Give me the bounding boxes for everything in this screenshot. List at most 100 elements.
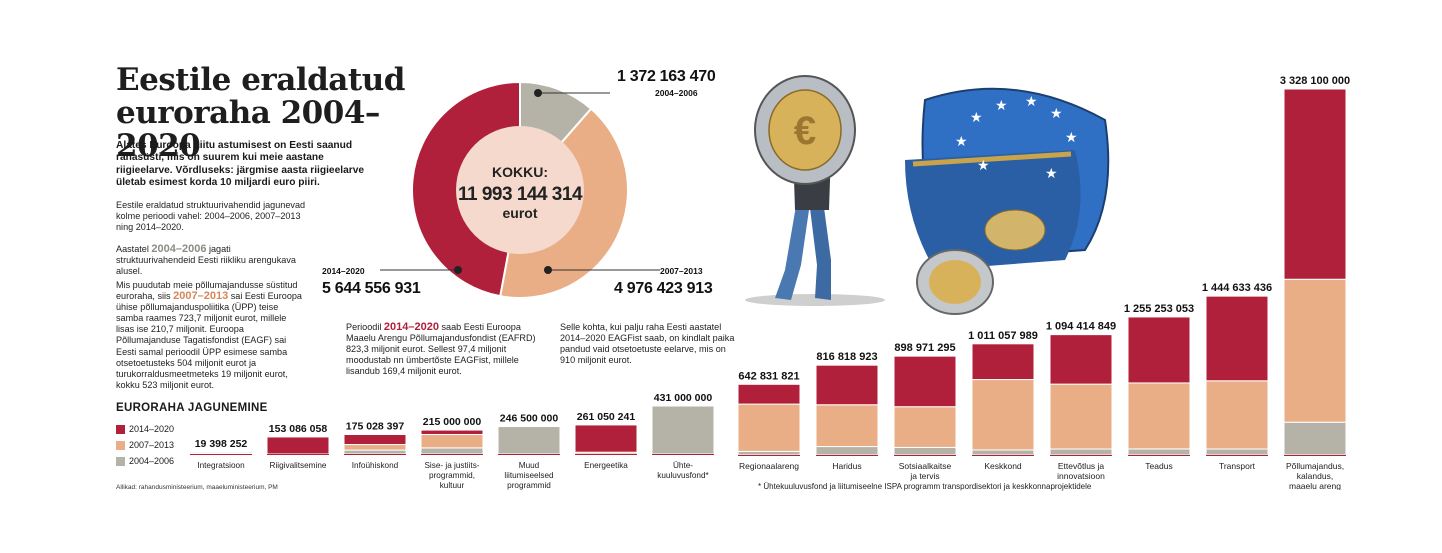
svg-text:★: ★ (1025, 93, 1038, 109)
category-label: Haridus (832, 461, 861, 471)
category-label: kultuur (440, 481, 465, 490)
category-label: innovatsioon (1057, 471, 1105, 481)
bar-segment (1205, 295, 1269, 382)
donut-center (456, 126, 584, 254)
bar-segment (815, 404, 879, 448)
coin-center-icon (768, 89, 842, 171)
bar-segment (420, 447, 484, 455)
svg-text:★: ★ (995, 97, 1008, 113)
donut-total-unit: eurot (502, 205, 538, 221)
bar-segment (1205, 448, 1269, 456)
category-label: Sotsiaalkaitse (899, 461, 952, 471)
bar-segment (893, 355, 957, 408)
wallet-clasp-icon (912, 151, 1072, 167)
bar-segment (1049, 448, 1113, 456)
sources-note: Allikad: rahandusministeerium, maaelumin… (116, 484, 278, 491)
donut-value-label: 5 644 556 931 (322, 280, 421, 297)
bar-segment (1205, 380, 1269, 450)
svg-text:★: ★ (1045, 165, 1058, 181)
bar-total-label: 1 255 253 053 (1124, 303, 1194, 315)
category-label: Teadus (1145, 461, 1172, 471)
bar-total-label: 1 011 057 989 (968, 330, 1038, 342)
donut-period-label: 2004–2006 (655, 88, 698, 98)
bar-total-label: 175 028 397 (346, 421, 405, 433)
svg-text:★: ★ (1065, 129, 1078, 145)
bar-segment (574, 424, 638, 453)
legend-item: 2014–2020 (116, 424, 174, 434)
bar-total-label: 153 086 058 (269, 423, 328, 435)
period-highlight: 2004–2006 (151, 243, 207, 255)
bar-segment (893, 406, 957, 448)
category-label: kuuluvusfond* (657, 471, 709, 480)
euro-symbol-icon: € (794, 109, 816, 153)
bar-total-label: 431 000 000 (654, 392, 713, 404)
leader-dot (534, 89, 542, 97)
bar-segment (1283, 88, 1347, 280)
bar-segment (497, 426, 561, 455)
category-label: Infoühiskond (352, 461, 399, 470)
bar-segment (971, 449, 1035, 456)
bar-segment (343, 434, 407, 446)
person-legs-icon (775, 200, 809, 300)
person-legs-icon (809, 200, 831, 300)
bar-total-label: 215 000 000 (423, 416, 482, 428)
donut-value-label: 1 372 163 470 (617, 68, 716, 85)
leader-dot (544, 266, 552, 274)
category-label: programmid (507, 481, 551, 490)
bar-total-label: 3 328 100 000 (1280, 75, 1350, 87)
category-label: Põllumajandus, (1286, 461, 1344, 471)
bar-segment (420, 434, 484, 449)
paragraph-periods: Eestile eraldatud struktuurivahendid jag… (116, 200, 306, 233)
legend-swatch (116, 424, 125, 434)
donut-period-label: 2007–2013 (660, 266, 703, 276)
footnote: * Ühtekuuluvusfond ja liitumiseelne ISPA… (758, 482, 1092, 491)
category-label: Ühte- (673, 460, 693, 470)
category-label: kalandus, (1297, 471, 1333, 481)
bar-segment (971, 379, 1035, 451)
period-highlight: 2007–2013 (173, 290, 229, 303)
donut-period-label: 2014–2020 (322, 266, 365, 276)
period-highlight: 2014–2020 (383, 321, 439, 333)
svg-text:★: ★ (977, 157, 990, 173)
eu-stars-icon: ★ ★ ★★ ★★ ★ ★ (955, 93, 1078, 181)
category-label: Sise- ja justiits- (424, 461, 479, 470)
paragraph-2014-2020: Perioodil 2014–2020 saab Eesti Euroopa M… (346, 321, 536, 377)
category-label: Integratsioon (197, 461, 245, 470)
bar-segment (815, 364, 879, 406)
svg-text:★: ★ (970, 109, 983, 125)
bar-segment (1049, 383, 1113, 450)
bar-segment (343, 449, 407, 455)
bar-total-label: 19 398 252 (195, 438, 248, 450)
bar-segment (1049, 334, 1113, 385)
bar-total-label: 1 444 633 436 (1202, 282, 1272, 294)
bar-segment (420, 429, 484, 436)
bar-segment (1127, 316, 1191, 384)
bar-segment (971, 343, 1035, 381)
donut-total-value: 11 993 144 314 (457, 184, 583, 205)
paragraph-eagf: Selle kohta, kui palju raha Eesti aastat… (560, 322, 735, 366)
bar-segment (737, 383, 801, 405)
bar-segment (893, 446, 957, 456)
legend-swatch (116, 440, 125, 450)
bar-total-label: 246 500 000 (500, 413, 559, 425)
category-label: ja tervis (909, 471, 939, 481)
bar-segment (737, 450, 801, 456)
category-label: programmid, (429, 471, 475, 480)
bar-segment (651, 405, 715, 455)
legend-item: 2007–2013 (116, 440, 174, 450)
illustration: € ★ ★ ★★ ★★ ★ ★ (745, 75, 1110, 315)
bar-segment (737, 403, 801, 452)
coin-center-icon (929, 260, 981, 304)
bar-total-label: 1 094 414 849 (1046, 321, 1116, 333)
svg-text:★: ★ (955, 133, 968, 149)
bar-segment (189, 451, 253, 454)
leader-dot (454, 266, 462, 274)
bar-total-label: 898 971 295 (894, 342, 955, 354)
bar-segment (343, 444, 407, 451)
donut-chart (380, 80, 660, 299)
category-label: Keskkond (984, 461, 1022, 471)
intro-text: Alates Euroopa Liitu astumisest on Eesti… (116, 140, 365, 188)
category-label: liitumiseelsed (504, 471, 554, 480)
legend-swatch (116, 456, 125, 466)
paragraph-2004-2006: Aastatel 2004–2006 jagati struktuurivahe… (116, 243, 296, 277)
